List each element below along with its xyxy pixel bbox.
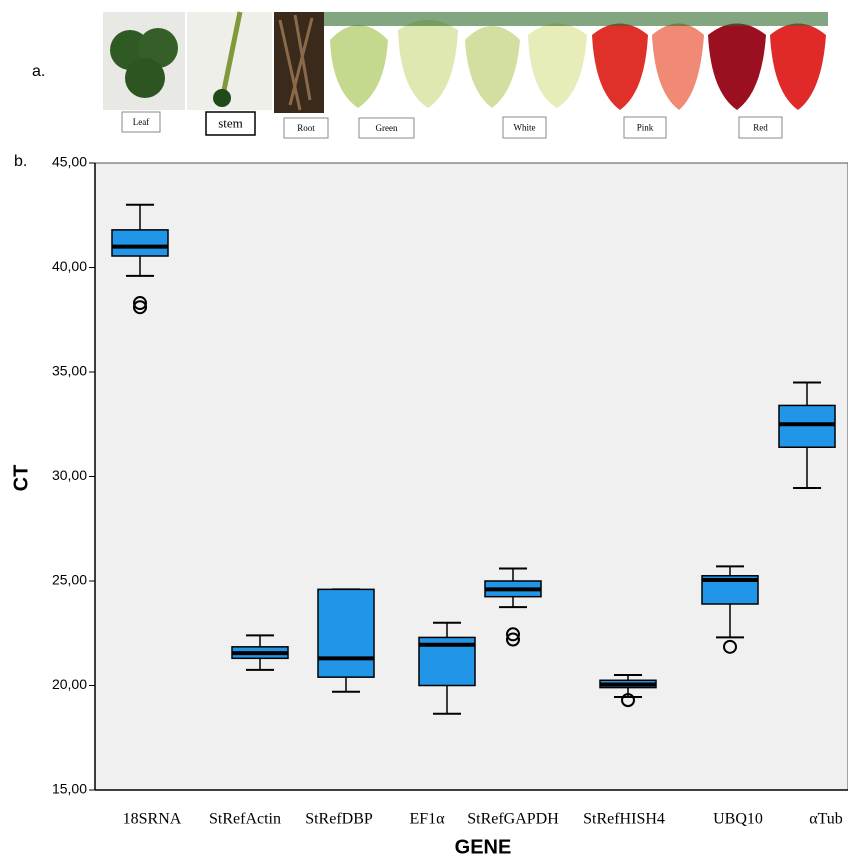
y-tick-label: 15,00 bbox=[52, 781, 87, 797]
image-label: Red bbox=[753, 123, 768, 133]
y-tick-label: 30,00 bbox=[52, 467, 87, 483]
y-tick-label: 25,00 bbox=[52, 572, 87, 588]
y-axis-title: CT bbox=[10, 465, 32, 492]
x-tick-label: StRefActin bbox=[209, 811, 281, 828]
panel-label: a. bbox=[32, 63, 45, 80]
x-tick-label: αTub bbox=[809, 811, 843, 828]
x-tick-label: 18SRNA bbox=[123, 811, 182, 828]
box bbox=[779, 405, 835, 447]
box bbox=[112, 230, 168, 256]
x-tick-label: StRefDBP bbox=[305, 811, 373, 828]
x-tick-label: EF1α bbox=[409, 811, 445, 828]
image-label: stem bbox=[218, 115, 243, 130]
photo-strip bbox=[103, 12, 828, 113]
y-tick-label: 35,00 bbox=[52, 363, 87, 379]
box bbox=[318, 589, 374, 677]
x-tick-label: UBQ10 bbox=[713, 811, 763, 828]
image-label: Green bbox=[376, 123, 398, 133]
plot-area bbox=[95, 163, 848, 790]
panel-label: b. bbox=[14, 153, 27, 170]
image-label: Root bbox=[297, 123, 315, 133]
image-label: White bbox=[514, 123, 536, 133]
x-axis-title: GENE bbox=[455, 836, 512, 858]
page: a. b. Leaf stem Root Green White Pink Red 15,00… bbox=[0, 0, 848, 860]
y-tick-label: 45,00 bbox=[52, 154, 87, 170]
x-tick-label: StRefGAPDH bbox=[467, 811, 559, 828]
figure: a. b. Leaf stem Root Green White Pink Red 15,00… bbox=[0, 0, 848, 860]
y-tick-label: 40,00 bbox=[52, 258, 87, 274]
y-tick-label: 20,00 bbox=[52, 676, 87, 692]
x-tick-label: StRefHISH4 bbox=[583, 811, 665, 828]
image-label: Leaf bbox=[133, 117, 149, 127]
image-label: Pink bbox=[637, 123, 654, 133]
